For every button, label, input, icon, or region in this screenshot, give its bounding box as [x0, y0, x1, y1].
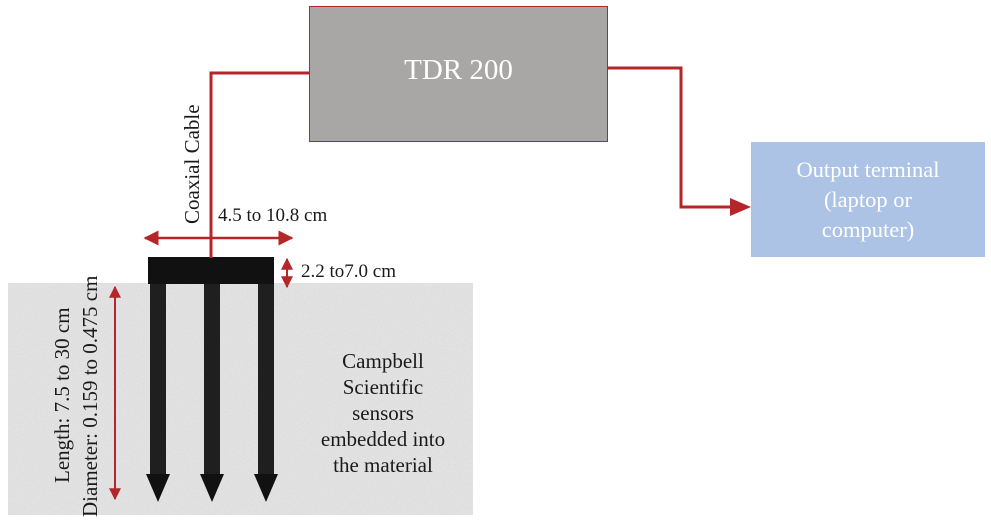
- sensor-description-line-1: Campbell: [342, 349, 424, 373]
- height-dimension-label: 2.2 to7.0 cm: [301, 261, 396, 282]
- width-dimension-label: 4.5 to 10.8 cm: [218, 205, 328, 226]
- output-arrowhead: [730, 198, 751, 216]
- coaxial-cable-label: Coaxial Cable: [180, 104, 204, 224]
- probe-tip-middle: [200, 474, 224, 502]
- output-terminal-line-2: (laptop or: [823, 186, 913, 212]
- tdr-200-label: TDR 200: [404, 53, 513, 86]
- sensor-description-line-3: sensors: [352, 401, 414, 425]
- sensor-description-line-5: the material: [333, 453, 433, 477]
- probe-rod-middle: [204, 284, 220, 474]
- probe-rod-left: [150, 284, 166, 474]
- tdr-200-box: TDR 200: [309, 6, 608, 142]
- output-terminal-line-3: computer): [821, 216, 915, 242]
- probe-tip-right: [254, 474, 278, 502]
- probe-rods: [146, 284, 278, 502]
- probe-rod-right: [258, 284, 274, 474]
- sensor-description-line-4: embedded into: [320, 427, 446, 451]
- material-block: [8, 283, 473, 515]
- length-dimension-label: Length: 7.5 to 30 cm: [50, 307, 74, 483]
- coaxial-cable-line: [209, 71, 309, 258]
- sensor-description-line-2: Scientific: [342, 375, 424, 399]
- output-terminal-box: Output terminal (laptop or computer): [751, 142, 985, 257]
- probe-tip-left: [146, 474, 170, 502]
- sensor-description: Campbell Scientific sensors embedded int…: [308, 348, 458, 478]
- output-terminal-line-1: Output terminal: [796, 156, 940, 182]
- output-connector-line: [608, 66, 733, 209]
- probe-head: [148, 257, 274, 284]
- diameter-dimension-label: Diameter: 0.159 to 0.475 cm: [78, 275, 102, 517]
